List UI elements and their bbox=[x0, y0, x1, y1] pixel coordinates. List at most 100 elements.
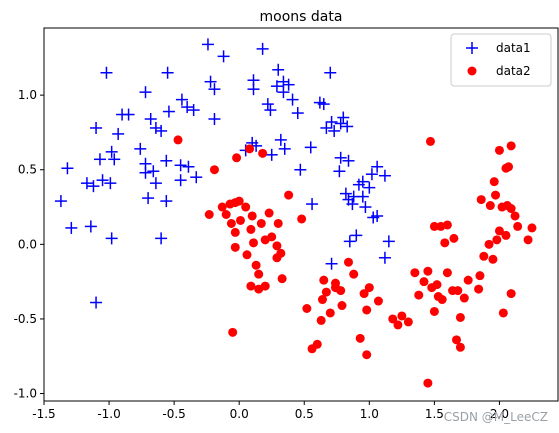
data-point-data1 bbox=[155, 232, 168, 245]
data-point-data1 bbox=[112, 127, 125, 140]
data-point-data2 bbox=[442, 268, 452, 278]
data-point-data2 bbox=[425, 136, 435, 146]
data-point-data2 bbox=[437, 295, 447, 305]
data-point-data2 bbox=[267, 232, 277, 242]
y-tick-label: 0.5 bbox=[18, 163, 37, 177]
data-point-data1 bbox=[139, 86, 152, 99]
data-point-data2 bbox=[245, 144, 255, 154]
data-point-data2 bbox=[474, 284, 484, 294]
plot-frame bbox=[43, 27, 559, 402]
data-point-data1 bbox=[274, 133, 287, 146]
data-point-data1 bbox=[371, 160, 384, 173]
data-point-data2 bbox=[485, 201, 495, 211]
data-point-data2 bbox=[452, 335, 462, 345]
data-point-data2 bbox=[321, 287, 331, 297]
data-point-data1 bbox=[181, 101, 194, 114]
data-point-data2 bbox=[476, 195, 486, 205]
data-point-data2 bbox=[492, 235, 502, 245]
data-point-data2 bbox=[397, 311, 407, 321]
data-point-data2 bbox=[527, 223, 537, 233]
data-point-data1 bbox=[90, 121, 103, 134]
data-point-data2 bbox=[330, 278, 340, 288]
data-point-data1 bbox=[306, 198, 319, 211]
data-point-data1 bbox=[87, 180, 100, 193]
data-point-data1 bbox=[337, 111, 350, 124]
data-point-data1 bbox=[286, 93, 299, 106]
data-point-data2 bbox=[484, 239, 494, 249]
data-point-data2 bbox=[463, 275, 473, 285]
data-point-data1 bbox=[264, 104, 277, 117]
data-point-data2 bbox=[494, 145, 504, 155]
x-tick-label: -0.5 bbox=[162, 407, 185, 421]
data-point-data1 bbox=[365, 168, 378, 181]
data-point-data1 bbox=[134, 142, 147, 155]
data-point-data1 bbox=[201, 38, 214, 51]
data-point-data2 bbox=[277, 274, 287, 284]
data-point-data2 bbox=[272, 241, 282, 251]
data-point-data2 bbox=[432, 280, 442, 290]
legend-label-data2: data2 bbox=[496, 64, 531, 78]
x-axis-ticks: -1.5 -1.0 -0.5 0.0 0.5 1.0 1.5 2.0 bbox=[32, 401, 509, 421]
data-point-data2 bbox=[336, 286, 346, 296]
data-point-data1 bbox=[371, 209, 384, 222]
data-point-data1 bbox=[122, 108, 135, 121]
data-point-data2 bbox=[297, 214, 307, 224]
data-point-data2 bbox=[337, 301, 347, 311]
data-point-data1 bbox=[317, 98, 330, 111]
y-tick-label: -0.5 bbox=[14, 312, 37, 326]
data-point-data1 bbox=[161, 66, 174, 79]
data-point-data2 bbox=[429, 306, 439, 316]
data-point-data1 bbox=[356, 175, 369, 188]
x-tick-label: 0.5 bbox=[295, 407, 314, 421]
data-point-data1 bbox=[160, 154, 173, 167]
data-point-data1 bbox=[187, 104, 200, 117]
data-point-data1 bbox=[356, 190, 369, 203]
data-point-data2 bbox=[494, 226, 504, 236]
data-point-data2 bbox=[442, 220, 452, 230]
x-tick-label: 2.0 bbox=[490, 407, 509, 421]
data-point-data1 bbox=[359, 201, 372, 214]
data-point-data2 bbox=[319, 275, 329, 285]
data-point-data1 bbox=[256, 42, 269, 55]
data-point-data2 bbox=[247, 211, 257, 221]
data-point-data2 bbox=[504, 162, 514, 172]
data-point-data1 bbox=[324, 66, 337, 79]
data-point-data1 bbox=[342, 154, 355, 167]
plot-marks bbox=[54, 38, 537, 388]
data-point-data1 bbox=[334, 117, 347, 130]
data-point-data1 bbox=[204, 75, 217, 88]
chart-title: moons data bbox=[260, 9, 343, 25]
data-point-data2 bbox=[410, 268, 420, 278]
data-point-data2 bbox=[272, 253, 282, 263]
data-point-data1 bbox=[304, 141, 317, 154]
data-point-data1 bbox=[294, 163, 307, 176]
data-point-data2 bbox=[488, 254, 498, 264]
data-point-data1 bbox=[174, 159, 187, 172]
data-point-data2 bbox=[359, 289, 369, 299]
data-point-data1 bbox=[208, 83, 221, 96]
data-point-data1 bbox=[190, 171, 203, 184]
data-point-data2 bbox=[506, 289, 516, 299]
data-point-data2 bbox=[230, 242, 240, 252]
data-point-data1 bbox=[333, 165, 346, 178]
data-point-data2 bbox=[273, 218, 283, 228]
series-data2 bbox=[173, 135, 537, 388]
data-point-data1 bbox=[278, 142, 291, 155]
data-point-data1 bbox=[104, 177, 117, 190]
y-tick-label: -1.0 bbox=[14, 387, 37, 401]
data-point-data1 bbox=[142, 192, 155, 205]
data-point-data1 bbox=[65, 221, 78, 234]
data-point-data1 bbox=[341, 120, 354, 133]
data-point-data1 bbox=[54, 195, 67, 208]
data-point-data1 bbox=[155, 124, 168, 137]
data-point-data2 bbox=[453, 286, 463, 296]
data-point-data2 bbox=[364, 283, 374, 293]
data-point-data2 bbox=[498, 308, 508, 318]
data-point-data1 bbox=[350, 229, 363, 242]
data-point-data1 bbox=[100, 66, 113, 79]
data-point-data1 bbox=[282, 78, 295, 91]
data-point-data2 bbox=[317, 295, 327, 305]
data-point-data1 bbox=[160, 195, 173, 208]
data-point-data2 bbox=[449, 233, 459, 243]
data-point-data2 bbox=[349, 269, 359, 279]
